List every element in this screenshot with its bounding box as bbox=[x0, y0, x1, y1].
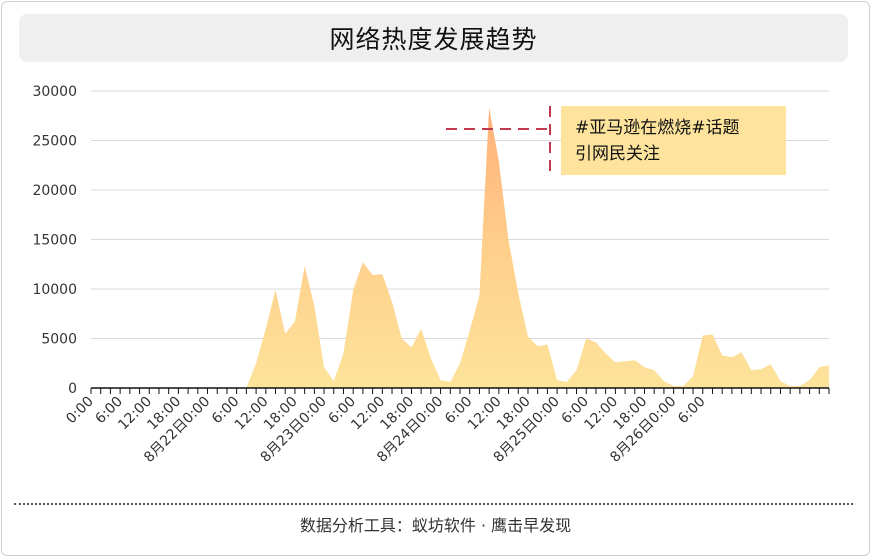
annotation-box: #亚马逊在燃烧#话题 引网民关注 bbox=[561, 106, 786, 175]
y-tick-label: 15000 bbox=[32, 233, 77, 249]
y-tick-label: 10000 bbox=[32, 282, 77, 298]
x-tick-label: 0:00 bbox=[63, 394, 97, 428]
y-tick-label: 5000 bbox=[41, 332, 77, 348]
y-tick-label: 0 bbox=[68, 381, 77, 397]
annotation-line-2: 引网民关注 bbox=[575, 144, 660, 164]
chart-title: 网络热度发展趋势 bbox=[329, 25, 538, 54]
annotation-line-1: #亚马逊在燃烧#话题 bbox=[575, 118, 740, 138]
y-tick-label: 30000 bbox=[32, 84, 77, 100]
title-bar: 网络热度发展趋势 bbox=[19, 14, 848, 62]
footer-credit: 数据分析工具：蚁坊软件 · 鹰击早发现 bbox=[299, 516, 572, 535]
footer-divider bbox=[14, 503, 853, 505]
y-tick-label: 20000 bbox=[32, 183, 77, 199]
y-tick-label: 25000 bbox=[32, 134, 77, 150]
x-tick-label: 6:00 bbox=[675, 394, 709, 428]
heat-area-series bbox=[91, 107, 829, 388]
